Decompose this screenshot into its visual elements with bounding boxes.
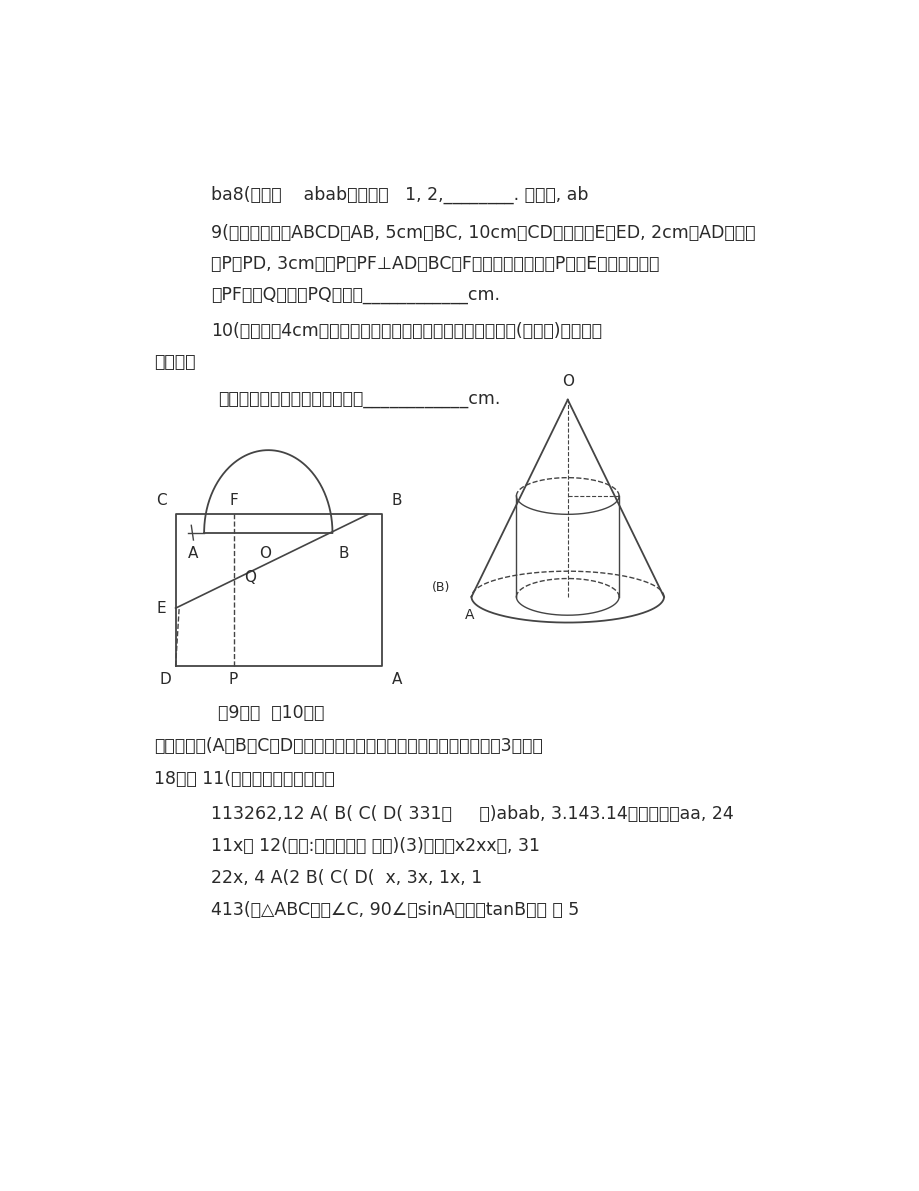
Text: P: P bbox=[229, 672, 238, 686]
Text: B: B bbox=[338, 545, 348, 561]
Text: 与PF交于Q点，则PQ的长是____________cm.: 与PF交于Q点，则PQ的长是____________cm. bbox=[211, 286, 500, 304]
Text: 113262,12 A( B( C( D( 331，     （)abab, 3.143.14，，，，，aa, 24: 113262,12 A( B( C( D( 331， （)abab, 3.143… bbox=[211, 805, 733, 823]
Text: A: A bbox=[391, 672, 402, 686]
Text: E: E bbox=[156, 600, 166, 616]
Text: (B): (B) bbox=[431, 581, 449, 594]
Text: A: A bbox=[187, 545, 199, 561]
Text: 的侧面的: 的侧面的 bbox=[154, 353, 196, 370]
Text: C: C bbox=[155, 493, 166, 509]
Text: 11x， 12(化简:的结果是（ ）（)(3)，，，x2xx，, 31: 11x， 12(化简:的结果是（ ）（)(3)，，，x2xx，, 31 bbox=[211, 837, 539, 855]
Text: O: O bbox=[562, 374, 573, 388]
Text: D: D bbox=[159, 672, 171, 686]
Text: 22x, 4 A(2 B( C( D(  x, 3x, 1x, 1: 22x, 4 A(2 B( C( D( x, 3x, 1x, 1 bbox=[211, 869, 482, 887]
Text: 点P，PD, 3cm，过P作PF⊥AD交BC于F，将纸片折叠，使P点与E点重合，折痕: 点P，PD, 3cm，过P作PF⊥AD交BC于F，将纸片折叠，使P点与E点重合，… bbox=[211, 255, 659, 273]
Text: O: O bbox=[258, 545, 270, 561]
Text: A: A bbox=[465, 607, 474, 622]
Text: F: F bbox=[229, 493, 238, 509]
Text: 面积最大时，圆柱的底面半径是____________cm.: 面积最大时，圆柱的底面半径是____________cm. bbox=[218, 391, 500, 409]
Text: 二、选择题(A，B，C，D四个答案中，有且只有一个是正确的，每小颙3分，共: 二、选择题(A，B，C，D四个答案中，有且只有一个是正确的，每小颙3分，共 bbox=[154, 737, 542, 755]
Text: 第9题图  第10题图: 第9题图 第10题图 bbox=[218, 704, 324, 722]
Text: 18分） 11(下列运算正确的是（）: 18分） 11(下列运算正确的是（） bbox=[154, 771, 335, 788]
Text: 413(在△ABC中，∠C, 90∠，sinA，，则tanB，（ ） 5: 413(在△ABC中，∠C, 90∠，sinA，，则tanB，（ ） 5 bbox=[211, 902, 579, 919]
Text: 10(将半径为4cm的半圆围成一个圆锥，在圆锥内接一个圆柱(如图示)，当圆柱: 10(将半径为4cm的半圆围成一个圆锥，在圆锥内接一个圆柱(如图示)，当圆柱 bbox=[211, 322, 602, 339]
Text: 9(如图矩形纸片ABCD，AB, 5cm，BC, 10cm，CD上有一点E，ED, 2cm，AD上有一: 9(如图矩形纸片ABCD，AB, 5cm，BC, 10cm，CD上有一点E，ED… bbox=[211, 224, 754, 242]
Text: ba8(已知，    abab，，，，   1, 2,________. 则式子, ab: ba8(已知， abab，，，， 1, 2,________. 则式子, ab bbox=[211, 186, 588, 205]
Text: Q: Q bbox=[244, 570, 256, 586]
Text: B: B bbox=[391, 493, 402, 509]
